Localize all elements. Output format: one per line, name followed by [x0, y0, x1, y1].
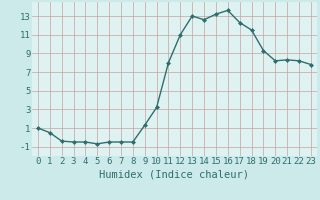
X-axis label: Humidex (Indice chaleur): Humidex (Indice chaleur) [100, 169, 249, 179]
